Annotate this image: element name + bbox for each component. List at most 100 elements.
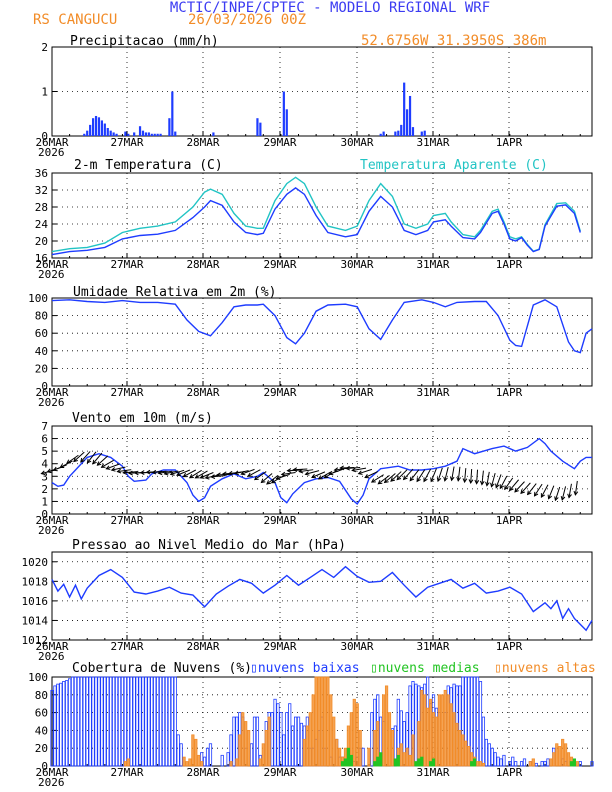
cloud-bar-orange bbox=[420, 689, 424, 767]
y-tick-label: 24 bbox=[35, 218, 49, 231]
precip-bar bbox=[403, 82, 406, 136]
wind-arrow bbox=[396, 469, 408, 480]
cloud-bar-orange bbox=[185, 761, 189, 767]
x-tick-label: 1APR bbox=[496, 136, 523, 149]
x-tick-label: 27MAR bbox=[110, 386, 143, 399]
y-tick-label: 80 bbox=[35, 689, 48, 702]
wind-arrow-head bbox=[526, 490, 532, 496]
cloud-bar-blue bbox=[296, 716, 301, 767]
wind-arrow bbox=[403, 468, 414, 480]
x-tick-label: 28MAR bbox=[186, 136, 219, 149]
x-year-label: 2026 bbox=[38, 524, 65, 537]
precip-bar bbox=[159, 133, 162, 136]
wind-arrow-head bbox=[573, 490, 579, 496]
precip-bar bbox=[382, 131, 385, 136]
precip-bar bbox=[89, 124, 92, 136]
cloud-bar-orange bbox=[126, 758, 130, 767]
x-tick-label: 26MAR bbox=[35, 514, 68, 527]
wind-arrow-head bbox=[266, 480, 271, 485]
precip-bar bbox=[171, 91, 174, 136]
cloud-bar-blue bbox=[299, 722, 304, 767]
cloud-bar-orange bbox=[329, 694, 333, 767]
cloud-bar-blue bbox=[70, 676, 75, 767]
wind-arrow bbox=[451, 466, 455, 481]
wind-arrow bbox=[254, 471, 267, 481]
y-tick-label: 2 bbox=[41, 41, 48, 54]
wind-arrow-head bbox=[176, 471, 181, 477]
wind-arrow bbox=[164, 470, 179, 475]
cloud-bar-orange bbox=[320, 676, 324, 767]
wind-arrow-head bbox=[357, 470, 363, 475]
precip-bar bbox=[408, 95, 412, 136]
cloud-bar-blue bbox=[270, 712, 274, 767]
cloud-bar-orange bbox=[355, 703, 359, 767]
wind-arrow-head bbox=[328, 470, 334, 476]
apparent-temperature-line bbox=[51, 176, 581, 253]
wind-arrow bbox=[457, 466, 461, 481]
plot-frame bbox=[51, 425, 593, 515]
x-tick-label: 28MAR bbox=[186, 386, 219, 399]
wind-arrow-head bbox=[508, 486, 514, 492]
wind-arrow-head bbox=[430, 477, 435, 483]
precip-bar bbox=[174, 131, 177, 136]
cloud-bar-orange bbox=[123, 761, 127, 767]
wind-arrow-head bbox=[485, 481, 490, 487]
cloud-bar-orange bbox=[229, 761, 233, 767]
cloud-bar-blue bbox=[164, 676, 169, 767]
legend-high-clouds-label: nuvens altas bbox=[502, 661, 596, 676]
wind-arrow bbox=[170, 469, 185, 475]
wind-arrow-head bbox=[260, 478, 266, 484]
wind-arrow-head bbox=[323, 473, 329, 479]
cloud-bar-orange bbox=[247, 730, 251, 767]
cloud-bar-blue bbox=[79, 676, 83, 767]
x-tick-label: 29MAR bbox=[263, 386, 296, 399]
x-year-label: 2026 bbox=[38, 396, 65, 409]
cloud-bar-orange bbox=[443, 689, 447, 767]
cloud-bar-blue bbox=[273, 698, 277, 767]
wind-arrow-head bbox=[377, 479, 383, 485]
cloud-bar-blue bbox=[144, 676, 148, 767]
cloud-bar-blue bbox=[85, 676, 89, 767]
wind-arrow-head bbox=[286, 468, 292, 473]
legend-high-clouds-icon: ▯ bbox=[494, 661, 502, 676]
cloud-bar-blue bbox=[62, 681, 66, 767]
cloud-bar-blue bbox=[522, 758, 527, 767]
x-tick-label: 31MAR bbox=[416, 514, 449, 527]
precip-bar bbox=[256, 118, 259, 136]
cloud-bar-blue bbox=[232, 716, 236, 767]
cloud-bar-blue bbox=[519, 761, 524, 767]
wind-arrow bbox=[371, 474, 384, 483]
cloud-bar-blue bbox=[293, 716, 298, 767]
y-tick-label: 40 bbox=[35, 345, 48, 358]
cloud-bar-blue bbox=[50, 689, 54, 767]
x-tick-label: 27MAR bbox=[110, 640, 143, 653]
wind-arrow-head bbox=[468, 479, 474, 485]
cloud-bar-orange bbox=[464, 740, 468, 767]
wind-arrow-head bbox=[396, 475, 402, 481]
wind-arrow-head bbox=[133, 470, 139, 476]
cloud-bar-orange bbox=[531, 758, 535, 767]
y-tick-label: 0 bbox=[41, 508, 48, 521]
precip-bar bbox=[109, 130, 112, 136]
y-tick-label: 20 bbox=[35, 235, 48, 248]
precip-bar bbox=[86, 130, 89, 136]
panel-2: 0 20 40 60 80 100 26MAR 27MAR 28MAR 29MAR 30MAR 31M… bbox=[28, 292, 593, 409]
cloud-bar-blue bbox=[478, 681, 483, 767]
y-tick-label: 28 bbox=[35, 201, 48, 214]
wind-arrow-head bbox=[253, 475, 259, 481]
cloud-bar-blue bbox=[490, 747, 494, 767]
wind-arrow bbox=[444, 467, 449, 481]
wind-arrow bbox=[318, 471, 332, 480]
cloud-bar-blue bbox=[493, 752, 497, 767]
wind-arrow-head bbox=[540, 493, 545, 499]
wind-arrow-head bbox=[499, 484, 504, 490]
precip-bar bbox=[400, 124, 403, 136]
cloud-bar-orange bbox=[440, 694, 444, 767]
wind-arrow-head bbox=[127, 470, 133, 476]
precip-bar bbox=[285, 109, 288, 136]
cloud-bar-blue bbox=[120, 676, 125, 767]
plot-frame bbox=[51, 551, 593, 641]
cloud-bar-blue bbox=[511, 756, 515, 767]
wind-arrow bbox=[520, 482, 531, 494]
